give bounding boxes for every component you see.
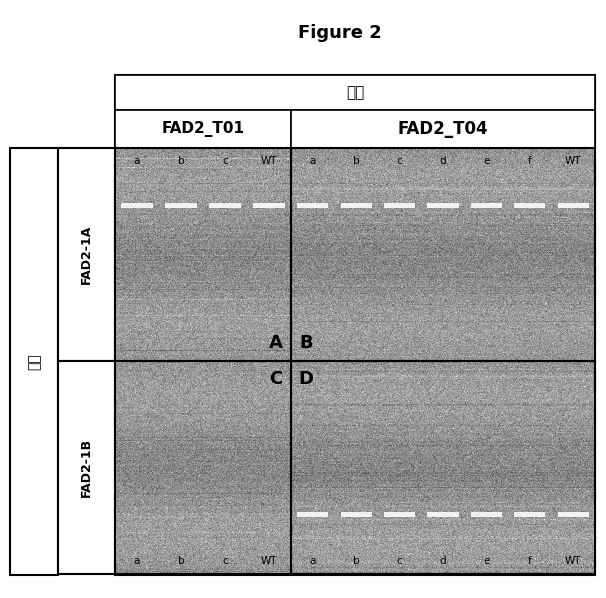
Bar	[121, 203, 153, 208]
Text: b: b	[353, 556, 359, 566]
Text: c: c	[397, 156, 402, 166]
Text: WT: WT	[261, 556, 278, 566]
Bar	[115, 75, 595, 575]
Text: b: b	[353, 156, 359, 166]
Text: B: B	[299, 334, 313, 352]
Bar	[115, 110, 291, 148]
Bar	[471, 512, 502, 517]
Text: 標的: 標的	[27, 353, 41, 370]
Bar	[253, 203, 285, 208]
Text: c: c	[397, 556, 402, 566]
Text: D: D	[299, 370, 313, 388]
Bar	[558, 512, 589, 517]
Bar	[297, 512, 328, 517]
Text: f: f	[528, 556, 531, 566]
Text: e: e	[483, 156, 490, 166]
Text: FAD2_T04: FAD2_T04	[398, 120, 488, 138]
Bar	[427, 512, 459, 517]
Bar	[291, 148, 595, 361]
Text: d: d	[440, 556, 446, 566]
Bar	[558, 203, 589, 208]
Text: FAD2-1A: FAD2-1A	[80, 225, 93, 284]
Bar	[115, 148, 291, 361]
Text: C: C	[270, 370, 282, 388]
Bar	[165, 203, 197, 208]
Bar	[384, 203, 415, 208]
Text: WT: WT	[261, 156, 278, 166]
Text: b: b	[178, 556, 184, 566]
Text: WT: WT	[565, 556, 582, 566]
Bar	[58, 148, 115, 361]
Bar	[291, 110, 595, 148]
Bar	[291, 361, 595, 574]
Bar	[10, 148, 58, 575]
Bar	[427, 203, 459, 208]
Text: c: c	[222, 156, 228, 166]
Text: a: a	[134, 556, 140, 566]
Bar	[341, 512, 371, 517]
Bar	[384, 512, 415, 517]
Text: FAD2_T01: FAD2_T01	[162, 121, 244, 137]
Text: a: a	[310, 556, 316, 566]
Text: 処理: 処理	[346, 85, 364, 100]
Text: WT: WT	[565, 156, 582, 166]
Text: Figure 2: Figure 2	[298, 24, 382, 42]
Text: FAD2-1B: FAD2-1B	[80, 438, 93, 497]
Bar	[471, 203, 502, 208]
Text: c: c	[222, 556, 228, 566]
Text: f: f	[528, 156, 531, 166]
Bar	[341, 203, 371, 208]
Text: a: a	[134, 156, 140, 166]
Text: b: b	[178, 156, 184, 166]
Bar	[209, 203, 241, 208]
Text: e: e	[483, 556, 490, 566]
Text: d: d	[440, 156, 446, 166]
Text: A: A	[269, 334, 283, 352]
Bar	[514, 512, 545, 517]
Bar	[297, 203, 328, 208]
Bar	[115, 75, 595, 110]
Bar	[514, 203, 545, 208]
Bar	[58, 361, 115, 574]
Text: a: a	[310, 156, 316, 166]
Bar	[115, 361, 291, 574]
